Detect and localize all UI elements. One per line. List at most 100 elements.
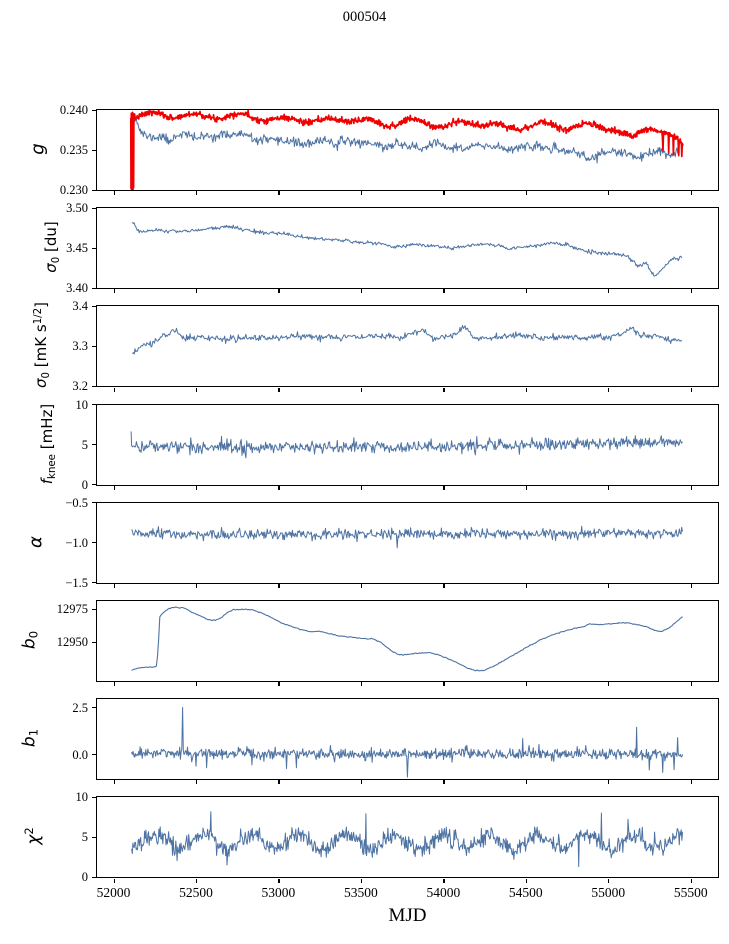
x-tick-mark xyxy=(278,289,280,294)
x-tick-mark xyxy=(443,485,445,490)
panel-chi2 xyxy=(96,796,719,879)
y-tick-mark xyxy=(92,876,96,879)
x-tick-mark xyxy=(196,878,198,883)
x-tick-mark xyxy=(196,682,198,687)
x-tick-mark xyxy=(360,191,363,196)
x-tick-mark xyxy=(196,584,198,588)
series-line xyxy=(131,811,683,868)
y-tick-label: 0.240 xyxy=(59,103,88,117)
x-tick-mark xyxy=(196,485,198,490)
y-axis-label-segment: σ xyxy=(42,263,61,273)
y-axis-label-segment: ] xyxy=(32,302,51,309)
plot-area-chi2 xyxy=(131,811,683,868)
plot-area-g xyxy=(129,110,684,190)
y-tick-mark xyxy=(92,149,96,151)
y-tick-label: 12975 xyxy=(56,602,88,616)
x-tick-mark xyxy=(196,387,198,392)
y-axis-label-segment: 0 xyxy=(50,256,62,264)
x-tick-mark xyxy=(113,387,115,392)
x-tick-mark xyxy=(196,289,198,294)
x-tick-mark xyxy=(360,485,363,490)
x-tick-mark xyxy=(690,780,692,785)
x-tick-mark xyxy=(278,387,280,392)
plot-area-sigma0-du xyxy=(132,221,683,277)
x-tick-mark xyxy=(608,387,610,392)
y-tick-label: 2.5 xyxy=(72,700,88,715)
x-tick-mark xyxy=(113,485,115,490)
y-axis-label-segment: f xyxy=(38,478,57,484)
panel-alpha xyxy=(96,501,719,584)
x-tick-label: 53000 xyxy=(261,885,296,901)
x-tick-mark xyxy=(443,682,445,687)
x-tick-label: 53500 xyxy=(344,885,378,901)
plot-area-b1 xyxy=(131,707,683,778)
plot-area-b0 xyxy=(131,606,683,672)
y-axis-label-segment: [du] xyxy=(42,221,61,257)
y-axis-label-segment: 2 xyxy=(22,827,37,836)
figure-title: 000504 xyxy=(342,9,387,25)
panel-g xyxy=(96,109,719,191)
y-axis-label-segment: [mHz] xyxy=(38,403,57,454)
y-axis-label-segment: χ xyxy=(23,835,44,846)
x-tick-mark xyxy=(608,485,610,490)
y-axis-label-segment: 0 xyxy=(40,372,52,379)
y-tick-mark xyxy=(92,109,96,111)
x-tick-mark xyxy=(196,191,198,196)
x-tick-mark xyxy=(360,682,363,687)
y-tick-label: 3.2 xyxy=(72,379,88,394)
y-tick-label: 0 xyxy=(81,477,88,492)
x-tick-mark xyxy=(525,485,527,490)
panel-sigma0-mks xyxy=(96,305,719,388)
y-tick-label: 3.45 xyxy=(66,241,88,256)
x-tick-mark xyxy=(113,289,115,294)
x-tick-mark xyxy=(278,682,280,687)
y-axis-label-segment: 0 xyxy=(26,630,41,639)
y-tick-label: 3.40 xyxy=(66,281,88,296)
x-tick-mark xyxy=(443,780,445,785)
x-tick-mark xyxy=(608,289,610,294)
y-tick-mark xyxy=(92,287,96,289)
series-line xyxy=(131,606,683,672)
y-tick-mark xyxy=(92,707,96,709)
x-tick-mark xyxy=(525,387,527,392)
series-line xyxy=(131,707,683,778)
x-tick-mark xyxy=(278,485,280,490)
x-tick-mark xyxy=(608,682,610,687)
x-tick-mark xyxy=(443,191,445,196)
x-tick-mark xyxy=(113,878,115,883)
x-tick-label: 52500 xyxy=(179,885,213,901)
y-tick-label: 0.0 xyxy=(72,747,88,762)
x-tick-mark xyxy=(608,878,610,883)
y-tick-label: −1.0 xyxy=(65,535,88,550)
y-tick-label: −0.5 xyxy=(65,495,88,510)
y-tick-mark xyxy=(92,608,96,610)
plot-area-fknee xyxy=(130,430,683,458)
y-tick-label: 0.235 xyxy=(59,143,88,157)
series-line xyxy=(129,110,684,190)
x-tick-mark xyxy=(525,191,527,196)
x-tick-mark xyxy=(443,584,445,588)
y-axis-label-chi2: χ2 xyxy=(22,828,44,845)
panel-fknee xyxy=(96,403,719,486)
y-tick-label: 3.3 xyxy=(72,339,88,354)
x-tick-label: 55000 xyxy=(591,885,626,901)
x-tick-mark xyxy=(360,780,363,785)
x-tick-mark xyxy=(278,780,280,785)
y-tick-mark xyxy=(92,207,96,209)
x-tick-mark xyxy=(690,878,692,883)
x-tick-mark xyxy=(690,584,692,588)
y-axis-label-sigma0-du: σ0 [du] xyxy=(42,221,62,273)
x-tick-mark xyxy=(690,387,692,392)
y-axis-label-segment: 1 xyxy=(26,729,41,737)
panel-b0 xyxy=(96,600,719,682)
x-tick-mark xyxy=(278,584,280,588)
y-tick-label: 0 xyxy=(81,870,88,885)
plot-area-sigma0-mks xyxy=(132,325,683,355)
series-line xyxy=(131,525,683,549)
x-tick-mark xyxy=(525,878,527,883)
x-tick-label: 54000 xyxy=(426,885,461,901)
x-tick-mark xyxy=(196,780,198,785)
x-tick-mark xyxy=(360,387,363,392)
y-tick-label: 5 xyxy=(81,437,88,452)
y-axis-label-b0: b0 xyxy=(19,631,40,649)
